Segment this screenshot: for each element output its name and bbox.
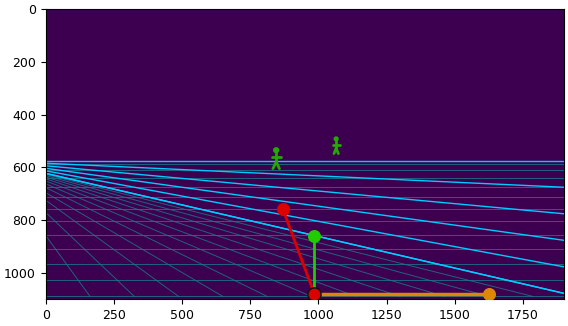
Point xyxy=(278,207,287,212)
Point xyxy=(485,291,494,296)
Circle shape xyxy=(274,148,279,153)
Circle shape xyxy=(334,137,338,141)
Point xyxy=(310,233,319,238)
Point xyxy=(310,291,319,296)
Point xyxy=(310,291,319,296)
